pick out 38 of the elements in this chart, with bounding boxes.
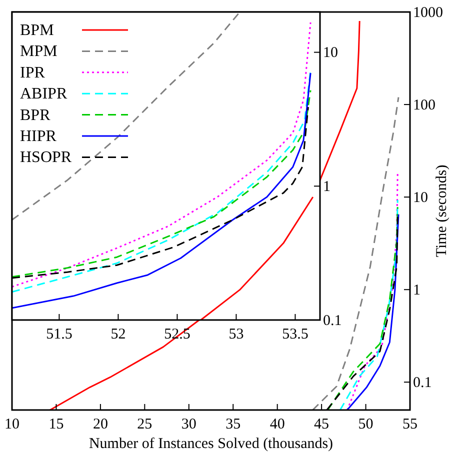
- x-tick-label: 15: [48, 416, 64, 433]
- x-tick-label: 40: [270, 416, 285, 433]
- y-tick-label: 100: [413, 97, 436, 114]
- y-tick-label: 0.1: [323, 312, 342, 329]
- y-tick-label: 10: [323, 45, 338, 62]
- line-series: [200, 196, 314, 320]
- x-tick-label: 45: [314, 416, 330, 433]
- legend-label: BPM: [20, 22, 54, 39]
- line-series: [346, 172, 398, 410]
- y-axis-title: Time (seconds): [434, 164, 450, 258]
- legend-label: BPR: [20, 106, 51, 124]
- legend-label: IPR: [20, 64, 46, 82]
- y-tick-label: 1000: [413, 4, 443, 21]
- y-tick-label: 1: [413, 282, 420, 298]
- y-tick-label: 10: [413, 190, 428, 206]
- line-series: [312, 96, 400, 410]
- x-tick-label: 55: [402, 416, 418, 433]
- x-axis-title: Number of Instances Solved (thousands): [88, 436, 334, 452]
- line-series: [346, 214, 400, 410]
- legend-label: MPM: [20, 43, 58, 60]
- x-tick-label: 20: [92, 416, 108, 433]
- x-tick-label: 51.5: [46, 326, 72, 343]
- x-tick-label: 10: [4, 416, 20, 433]
- x-tick-label: 35: [226, 416, 241, 433]
- line-series: [12, 22, 312, 288]
- x-tick-label: 53.5: [282, 326, 308, 343]
- legend-label: HSOPR: [20, 149, 72, 166]
- legend-label: ABIPR: [20, 86, 68, 103]
- x-tick-label: 30: [181, 416, 196, 433]
- y-tick-label: 0.1: [413, 374, 432, 391]
- line-series: [339, 199, 398, 410]
- x-tick-label: 25: [137, 416, 152, 433]
- x-tick-label: 52: [110, 326, 126, 343]
- legend-label: HIPR: [20, 128, 57, 145]
- line-series: [12, 12, 240, 221]
- x-tick-label: 50: [358, 416, 374, 433]
- x-tick-label: 53: [228, 326, 244, 343]
- y-tick-label: 1: [323, 178, 330, 195]
